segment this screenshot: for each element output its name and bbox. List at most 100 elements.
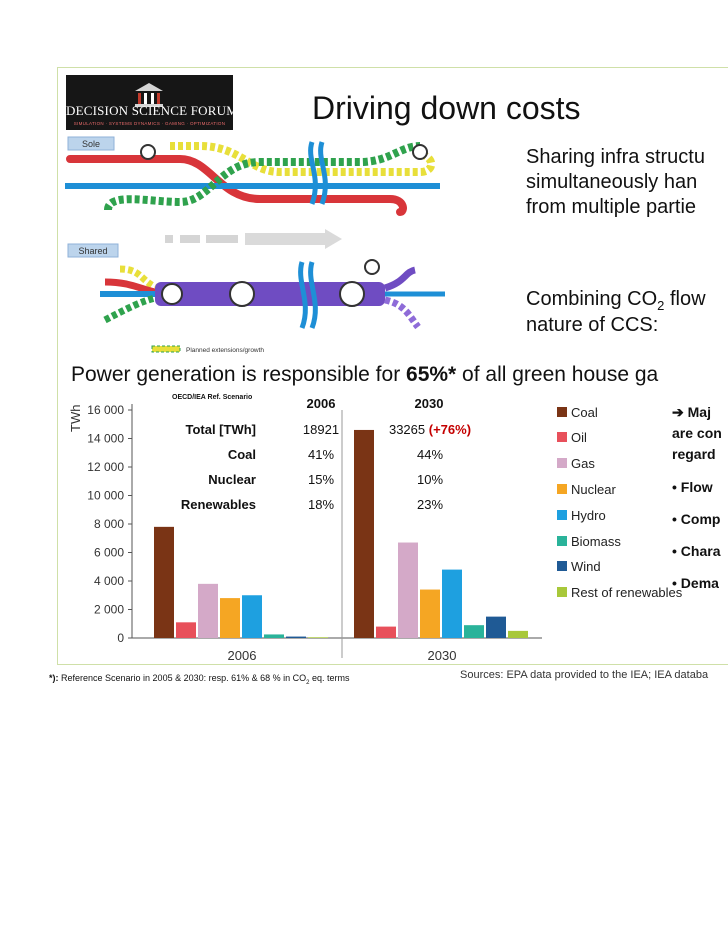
bar-rest-of-renewables-2006 — [308, 637, 328, 638]
pipeline-node — [364, 259, 380, 275]
scenario-note: OECD/IEA Ref. Scenario — [172, 394, 253, 401]
bar-gas-2006 — [198, 583, 218, 638]
legend-swatch — [557, 510, 567, 520]
bar-coal-2006 — [154, 526, 174, 638]
bar-hydro-2006 — [242, 595, 262, 638]
bar-oil-2006 — [176, 622, 196, 638]
pipeline-node — [161, 283, 183, 305]
shared-label-box — [67, 243, 119, 258]
logo-subtitle: SIMULATION · SYSTEMS DYNAMICS · GAMING ·… — [73, 121, 226, 126]
legend-swatch — [557, 561, 567, 571]
arrow-step — [165, 235, 173, 243]
purple-branch — [383, 266, 417, 292]
yellow-dashed-pipeline — [170, 142, 436, 176]
legend-label: Gas — [571, 456, 595, 471]
right-text-line-2: simultaneously han — [526, 171, 698, 193]
shared-trunk-pipeline — [155, 282, 385, 306]
table-header-2006: 2006 — [306, 396, 336, 411]
y-tick-label: 6 000 — [94, 546, 124, 560]
arrow-step — [180, 235, 200, 243]
bar-rest-of-renewables-2030 — [508, 630, 528, 638]
table-cell-2030: 10% — [416, 472, 444, 487]
bullet-dema: • Dema — [672, 575, 719, 591]
y-axis-label: TWh — [68, 405, 83, 432]
power-generation-chart: TWh 0 2 000 4 000 6 000 8 000 10 000 12 000 14 0… — [62, 390, 682, 665]
table-cell-2006: 18% — [307, 497, 335, 512]
planned-extensions-label: Planned extensions/growth — [186, 347, 264, 354]
legend-label: Biomass — [571, 534, 621, 549]
y-tick-label: 14 000 — [87, 432, 124, 446]
legend-swatch — [557, 458, 567, 468]
pipeline-node — [339, 281, 365, 307]
y-tick-label: 12 000 — [87, 460, 124, 474]
pipeline-diagram: Sole Shared Planned extensions/growth — [65, 136, 445, 354]
chart-svg: TWh 0 2 000 4 000 6 000 8 000 10 000 12 000 14 0… — [68, 403, 542, 663]
power-generation-statement: Power generation is responsible for 65%*… — [71, 363, 659, 386]
bar-biomass-2030 — [464, 625, 484, 638]
bar-gas-2030 — [398, 542, 418, 638]
right-text-line-1: Sharing infra structu — [526, 146, 705, 168]
decision-science-forum-logo: DECISION SCIENCE FORUM SIMULATION · SYST… — [66, 75, 238, 130]
table-cell-2030: 44% — [416, 447, 444, 462]
source-note: Sources: EPA data provided to the IEA; I… — [460, 669, 709, 681]
footnote: *): Reference Scenario in 2005 & 2030: r… — [49, 673, 350, 686]
bullet-flow: • Flow — [672, 479, 713, 495]
legend-label: Coal — [571, 405, 598, 420]
legend-label: Wind — [571, 559, 601, 574]
legend-label: Nuclear — [571, 482, 616, 497]
bullet-chara: • Chara — [672, 543, 721, 559]
bar-coal-2030 — [354, 429, 374, 638]
y-tick-label: 16 000 — [87, 403, 124, 417]
shared-label: Shared — [78, 246, 107, 256]
legend-label: Hydro — [571, 508, 606, 523]
bullet-0: ➔ Maj — [672, 404, 711, 420]
page-title: Driving down costs — [312, 90, 581, 126]
break-mark — [318, 141, 328, 205]
growth-arrow — [245, 229, 342, 249]
sole-label-box — [67, 136, 115, 151]
temple-icon — [135, 83, 163, 107]
y-tick-label: 4 000 — [94, 574, 124, 588]
bullet-2: regard — [672, 446, 716, 462]
table-cell-2030: 23% — [416, 497, 444, 512]
bar-hydro-2030 — [442, 569, 462, 638]
break-mark — [308, 141, 318, 205]
legend-swatch — [557, 587, 567, 597]
bar-biomass-2006 — [264, 634, 284, 638]
x-tick-label: 2030 — [428, 648, 457, 663]
table-row-label: Total [TWh] — [185, 422, 256, 437]
table-row-label: Nuclear — [208, 472, 256, 487]
green-feed — [103, 294, 156, 324]
bullet-1: are con — [672, 425, 722, 441]
bullet-comp: • Comp — [672, 511, 721, 527]
legend-label: Oil — [571, 430, 587, 445]
planned-extensions-swatch — [151, 345, 181, 353]
y-tick-label: 8 000 — [94, 517, 124, 531]
legend-swatch — [557, 536, 567, 546]
sole-label: Sole — [82, 139, 100, 149]
right-text-line-5: nature of CCS: — [526, 314, 659, 336]
purple-branch-dashed — [384, 296, 421, 330]
table-row-label: Renewables — [180, 497, 256, 512]
y-tick-label: 10 000 — [87, 489, 124, 503]
pipeline-node — [140, 144, 156, 160]
legend-swatch — [557, 407, 567, 417]
x-tick-label: 2006 — [228, 648, 257, 663]
pipeline-node — [229, 281, 255, 307]
yellow-feed — [119, 265, 157, 291]
bar-nuclear-2006 — [220, 598, 240, 638]
legend-label: Rest of renewables — [571, 585, 683, 600]
legend-swatch — [557, 484, 567, 494]
bar-wind-2006 — [286, 636, 306, 638]
slide-frame — [57, 67, 728, 665]
table-cell-2006: 15% — [307, 472, 335, 487]
right-text-line-3: from multiple partie — [526, 196, 697, 218]
right-text-co2-line: Combining CO2 flow — [526, 288, 706, 313]
table-row-label: Coal — [227, 447, 256, 462]
y-tick-label: 2 000 — [94, 603, 124, 617]
y-tick-label: 0 — [117, 631, 124, 645]
bar-wind-2030 — [486, 616, 506, 638]
pipeline-node — [412, 144, 428, 160]
table-header-2030: 2030 — [414, 396, 444, 411]
bar-oil-2030 — [376, 626, 396, 638]
